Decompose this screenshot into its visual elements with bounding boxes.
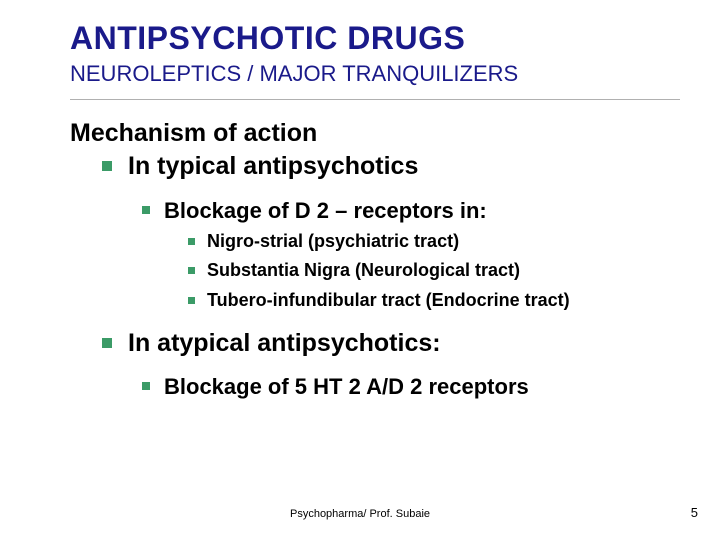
bullet-item-typical: In typical antipsychotics — [70, 151, 680, 182]
slide: ANTIPSYCHOTIC DRUGS NEUROLEPTICS / MAJOR… — [0, 0, 720, 540]
square-bullet-icon — [142, 382, 150, 390]
slide-title: ANTIPSYCHOTIC DRUGS — [70, 20, 680, 57]
section-heading: Mechanism of action — [70, 118, 680, 149]
square-bullet-icon — [102, 338, 112, 348]
slide-footer: Psychopharma/ Prof. Subaie — [0, 508, 720, 520]
bullet-text: Tubero-infundibular tract (Endocrine tra… — [207, 289, 570, 312]
square-bullet-icon — [142, 206, 150, 214]
title-divider — [70, 99, 680, 100]
bullet-text: In typical antipsychotics — [128, 151, 418, 182]
square-bullet-icon — [188, 238, 195, 245]
square-bullet-icon — [102, 161, 112, 171]
bullet-item-blockage-d2: Blockage of D 2 – receptors in: — [70, 197, 680, 225]
bullet-item-tract-2: Tubero-infundibular tract (Endocrine tra… — [70, 289, 680, 312]
slide-subtitle: NEUROLEPTICS / MAJOR TRANQUILIZERS — [70, 61, 680, 87]
bullet-item-tract-1: Substantia Nigra (Neurological tract) — [70, 259, 680, 282]
square-bullet-icon — [188, 297, 195, 304]
footer-text: Psychopharma/ Prof. Subaie — [290, 508, 430, 520]
bullet-item-blockage-5ht: Blockage of 5 HT 2 A/D 2 receptors — [70, 373, 680, 401]
slide-body: Mechanism of action In typical antipsych… — [70, 118, 680, 401]
bullet-item-atypical: In atypical antipsychotics: — [70, 328, 680, 359]
bullet-text: Nigro-strial (psychiatric tract) — [207, 230, 459, 253]
bullet-text: Blockage of 5 HT 2 A/D 2 receptors — [164, 373, 529, 401]
bullet-text: In atypical antipsychotics: — [128, 328, 441, 359]
square-bullet-icon — [188, 267, 195, 274]
bullet-text: Substantia Nigra (Neurological tract) — [207, 259, 520, 282]
page-number: 5 — [691, 505, 698, 520]
bullet-text: Blockage of D 2 – receptors in: — [164, 197, 487, 225]
bullet-item-tract-0: Nigro-strial (psychiatric tract) — [70, 230, 680, 253]
